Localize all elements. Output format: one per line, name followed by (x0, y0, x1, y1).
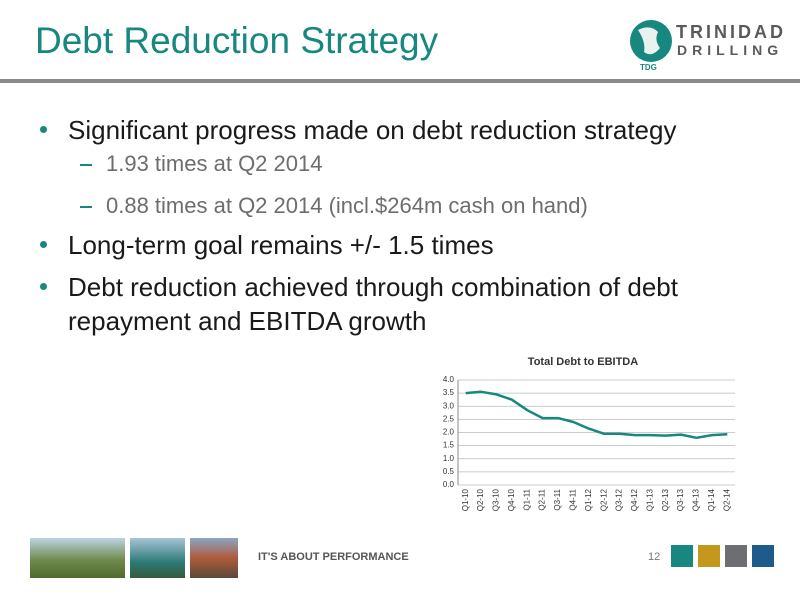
y-tick-label: 2.5 (443, 414, 455, 423)
x-tick-label: Q4-10 (507, 488, 516, 511)
title-rule (0, 79, 800, 83)
logo-abbr: TDG (640, 63, 657, 72)
y-tick-label: 3.0 (443, 401, 455, 410)
y-tick-label: 4.0 (443, 375, 455, 384)
y-tick-label: 0.0 (443, 480, 455, 489)
bullet-text: Debt reduction achieved through combinat… (68, 272, 678, 336)
footer-photo (190, 538, 238, 578)
color-square (725, 545, 747, 567)
bullet (40, 283, 47, 290)
footer-photo (30, 538, 125, 578)
logo-subname: DRILLING (677, 42, 784, 58)
sub-bullet-text: 0.88 times at Q2 2014 (incl.$264m cash o… (106, 193, 588, 218)
x-tick-label: Q1-13 (645, 488, 654, 511)
dash (80, 164, 92, 166)
y-tick-label: 2.0 (443, 428, 455, 437)
x-tick-label: Q4-11 (569, 488, 578, 510)
x-tick-label: Q2-11 (538, 488, 547, 510)
x-tick-label: Q4-12 (630, 488, 639, 511)
logo-name: TRINIDAD (676, 22, 786, 42)
y-tick-label: 3.5 (443, 388, 455, 397)
x-tick-label: Q2-14 (722, 488, 731, 511)
x-tick-label: Q1-10 (461, 488, 470, 511)
bullet-text: Long-term goal remains +/- 1.5 times (68, 230, 494, 260)
logo-globe (630, 20, 672, 62)
chart: Total Debt to EBITDA 0.0 0.5 1.0 1.5 2.0 2.5 3… (443, 356, 735, 511)
dash (80, 206, 92, 208)
bullet (40, 126, 47, 133)
color-square (752, 545, 774, 567)
x-tick-label: Q2-10 (476, 488, 485, 511)
bullet (40, 241, 47, 248)
x-tick-label: Q1-11 (522, 488, 531, 510)
x-tick-label: Q2-13 (661, 488, 670, 511)
color-square (671, 545, 693, 567)
x-tick-label: Q3-11 (553, 488, 562, 510)
data-line (465, 390, 728, 440)
sub-bullet-text: 1.93 times at Q2 2014 (106, 151, 323, 176)
chart-title: Total Debt to EBITDA (528, 356, 638, 368)
y-tick-label: 1.0 (443, 454, 455, 463)
y-tick-label: 1.5 (443, 441, 455, 450)
footer-photo (130, 538, 185, 578)
x-tick-label: Q1-14 (707, 488, 716, 511)
color-square (698, 545, 720, 567)
x-tick-label: Q2-12 (599, 488, 608, 511)
x-tick-label: Q3-10 (492, 488, 501, 511)
y-tick-label: 0.5 (443, 467, 455, 476)
x-tick-label: Q1-12 (584, 488, 593, 511)
x-tick-label: Q3-12 (615, 488, 624, 511)
bullet-text: Significant progress made on debt reduct… (68, 115, 677, 145)
x-tick-label: Q4-13 (692, 488, 701, 511)
x-tick-label: Q3-13 (676, 488, 685, 511)
slide-title: Debt Reduction Strategy (35, 20, 439, 61)
page-number: 12 (648, 551, 661, 563)
footer-tagline: IT'S ABOUT PERFORMANCE (258, 551, 409, 563)
